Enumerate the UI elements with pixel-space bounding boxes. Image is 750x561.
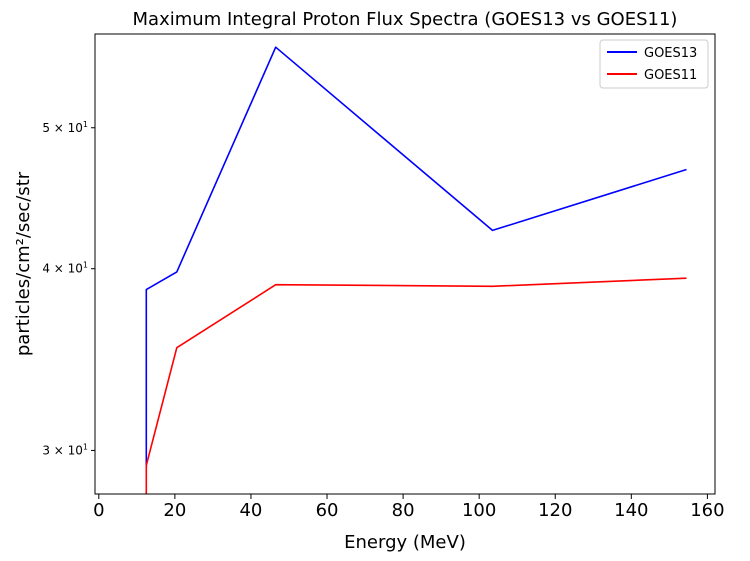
y-axis-label: particles/cm²/sec/str	[13, 171, 34, 356]
series-line-goes13	[145, 46, 687, 468]
x-tick-label: 160	[690, 500, 724, 521]
plot-frame	[94, 33, 716, 495]
x-tick-label: 20	[163, 500, 186, 521]
x-tick-label: 100	[462, 500, 496, 521]
legend: GOES13 GOES11	[599, 39, 709, 89]
legend-label-goes13: GOES13	[644, 46, 697, 61]
series-line-goes11	[145, 277, 687, 494]
y-tick-label: 4 × 101	[42, 261, 88, 276]
legend-label-goes11: GOES11	[644, 68, 697, 83]
y-tick-label: 3 × 101	[42, 442, 88, 457]
x-tick-label: 120	[538, 500, 572, 521]
y-tick-label: 5 × 101	[42, 120, 88, 135]
x-axis-label: Energy (MeV)	[344, 532, 466, 553]
plot-area	[145, 46, 687, 494]
y-axis: 3 × 101 4 × 101 5 × 101	[42, 120, 95, 457]
x-tick-label: 60	[316, 500, 339, 521]
x-tick-label: 140	[614, 500, 648, 521]
x-tick-label: 40	[239, 500, 262, 521]
x-axis: 0 20 40 60 80 100 120 140 160	[93, 494, 725, 521]
chart-title: Maximum Integral Proton Flux Spectra (GO…	[133, 9, 678, 30]
x-tick-label: 0	[93, 500, 104, 521]
x-tick-label: 80	[392, 500, 415, 521]
